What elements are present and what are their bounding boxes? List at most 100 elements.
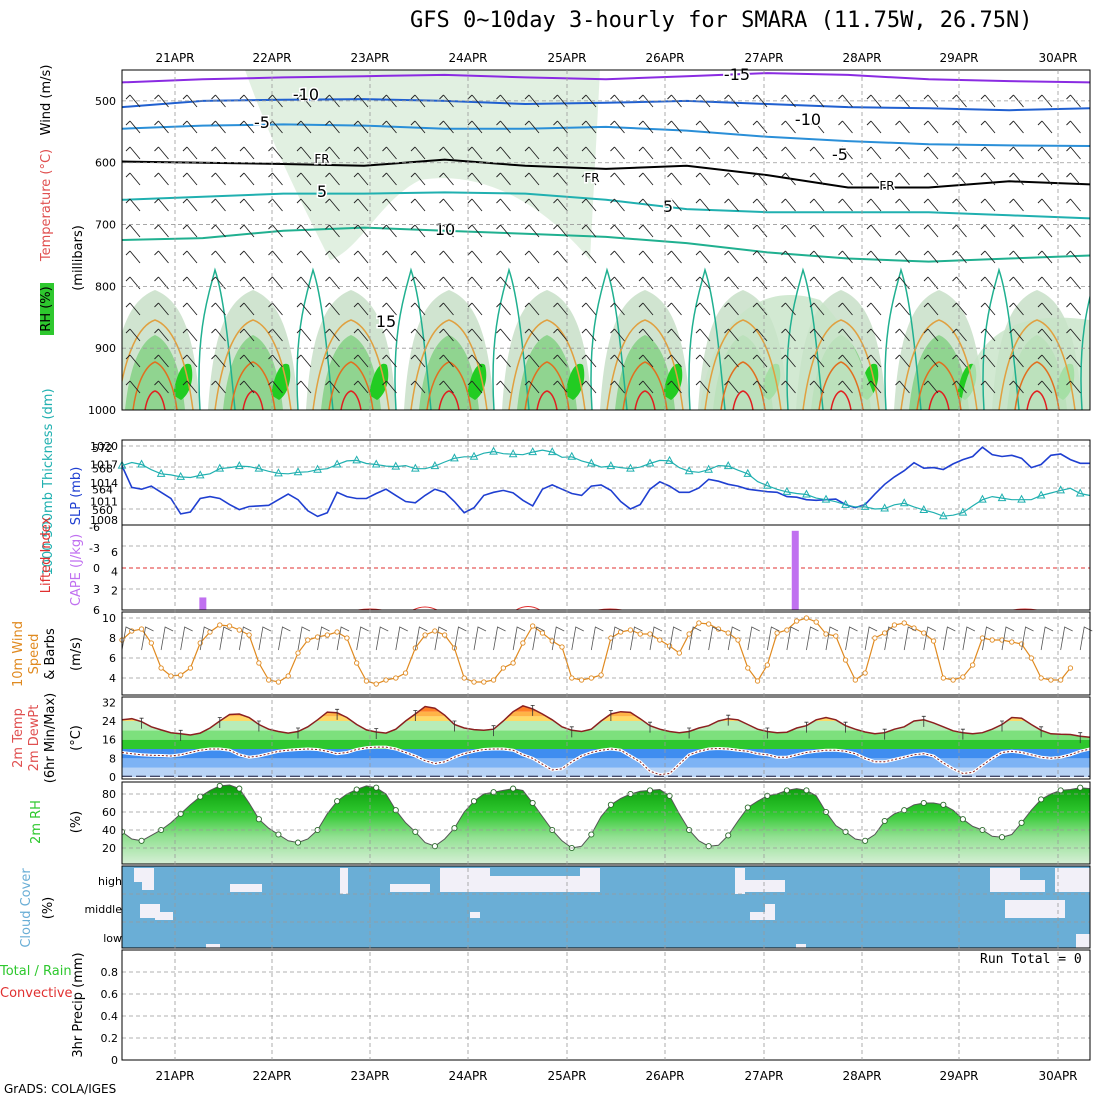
wind-barb xyxy=(838,198,853,212)
wind-barb xyxy=(1037,380,1053,394)
lifted-index-tick-label: 6 xyxy=(93,604,100,617)
wind-barb xyxy=(980,250,996,264)
wind-barb xyxy=(1066,354,1081,368)
rh-shading xyxy=(517,335,577,410)
rh-marker xyxy=(1077,784,1084,791)
wind-speed-marker xyxy=(1009,639,1015,645)
wind-barb xyxy=(895,276,910,290)
rh-marker xyxy=(940,801,947,808)
wind-barb xyxy=(923,302,939,316)
thickness-marker xyxy=(547,447,557,456)
wind-barb xyxy=(781,172,796,186)
slp-tick-label: 1014 xyxy=(90,477,118,490)
wind-speed-marker xyxy=(1058,677,1064,683)
contour-label: -10 xyxy=(795,110,821,129)
wind-barb xyxy=(695,172,711,186)
wind-barb xyxy=(182,120,198,134)
wind-speed-axis-label-2: Speed xyxy=(27,634,42,675)
wind-barb xyxy=(695,354,711,368)
lifted-index-tick-label: 3 xyxy=(93,583,100,596)
temp-tick-label: 8 xyxy=(109,752,116,765)
wind-barb xyxy=(752,302,768,316)
wind-barb xyxy=(296,198,312,212)
wind-barb xyxy=(809,224,825,238)
rh-axis-label: RH (%) xyxy=(39,286,54,331)
wind-speed-marker xyxy=(784,627,790,633)
date-label-top: 23APR xyxy=(350,51,389,65)
rh-area xyxy=(122,785,1090,864)
wind-speed-marker xyxy=(970,662,976,668)
wind-barb xyxy=(884,626,897,651)
thickness-marker xyxy=(586,458,596,467)
wind-barb xyxy=(121,626,135,651)
wind-barb xyxy=(296,328,312,342)
wind-barb xyxy=(581,224,597,238)
minmax-bar xyxy=(335,708,340,720)
minmax-axis-label: (6hr Min/Max) xyxy=(43,693,58,783)
wind-barb xyxy=(724,276,739,290)
rh-marker xyxy=(138,837,145,844)
wind-barb xyxy=(410,302,426,316)
wind-barb xyxy=(532,626,545,651)
wind-barb xyxy=(154,380,169,394)
wind-barb xyxy=(325,224,340,238)
temp-contour-10 xyxy=(688,267,726,410)
wind-speed-marker xyxy=(187,665,194,671)
wind-speed-marker xyxy=(168,673,174,679)
minmax-bar xyxy=(217,717,222,728)
wind-barb xyxy=(1066,250,1081,264)
rh-2m-panel: 80 60 40 20 xyxy=(102,781,1091,865)
wind-speed-marker xyxy=(598,672,604,678)
wind-barb xyxy=(160,626,174,651)
wind-barb xyxy=(268,276,283,290)
thickness-marker xyxy=(176,471,186,480)
wind-barb xyxy=(382,380,397,394)
wind-barb xyxy=(581,380,597,394)
cloud-gap xyxy=(340,868,348,894)
wind-barb xyxy=(439,146,454,160)
wind-barb xyxy=(752,172,768,186)
wind-barb xyxy=(581,302,597,316)
wind-barb xyxy=(1066,302,1081,316)
temp-tick-label: 32 xyxy=(102,696,116,709)
wind-barb xyxy=(1009,302,1024,316)
thickness-marker xyxy=(880,503,890,512)
minmax-bar xyxy=(882,728,887,740)
wind-barb xyxy=(752,120,768,134)
wind-barb xyxy=(325,302,340,316)
wind-barb xyxy=(610,172,625,186)
wind-barb xyxy=(496,276,511,290)
wind-barb xyxy=(695,380,711,394)
date-label-top: 24APR xyxy=(448,51,487,65)
rh-marker xyxy=(646,787,654,794)
lifted-index-tick-label: -6 xyxy=(89,521,100,534)
lifted-index-tick-label: -3 xyxy=(89,542,100,555)
temp-axis-label: 2m Temp xyxy=(11,708,26,768)
temp-contour-15 xyxy=(900,319,978,410)
wind-barb xyxy=(1066,380,1081,394)
wind-barb xyxy=(781,250,796,264)
rh-swatch xyxy=(40,283,54,335)
wind-barb xyxy=(809,328,825,342)
cloud-gap xyxy=(1020,880,1045,892)
temp-band xyxy=(122,758,1090,768)
wind-barb xyxy=(923,354,939,368)
wind-barb xyxy=(724,198,739,212)
temp-contour-15 xyxy=(802,319,880,410)
wind-barb xyxy=(1037,198,1053,212)
wind-barb xyxy=(866,302,882,316)
wind-barb xyxy=(211,172,226,186)
wind-barb xyxy=(1037,224,1053,238)
temp-contour-fr xyxy=(122,158,1090,189)
minmax-bar xyxy=(530,704,535,716)
wind-barb xyxy=(667,302,682,316)
temp-contour-25 xyxy=(536,390,558,410)
wind-barb xyxy=(296,250,312,264)
wind-barb xyxy=(439,120,454,134)
wind-barb xyxy=(496,172,511,186)
wind-barb xyxy=(1037,250,1053,264)
cloud-gap xyxy=(990,868,1020,892)
minmax-bar xyxy=(1039,726,1044,738)
thickness-marker xyxy=(293,467,303,476)
wind-speed-marker xyxy=(324,632,330,638)
